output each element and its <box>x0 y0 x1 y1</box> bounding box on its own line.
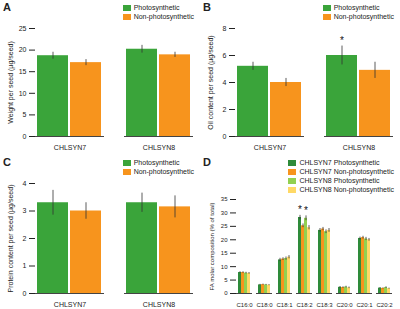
svg-text:Protein content per seed (µg/s: Protein content per seed (µg/seed) <box>7 185 15 293</box>
svg-text:C20:2: C20:2 <box>376 302 393 308</box>
svg-text:1: 1 <box>23 262 27 269</box>
svg-text:C18:3: C18:3 <box>316 302 333 308</box>
svg-text:35: 35 <box>221 196 228 202</box>
svg-text:0: 0 <box>23 290 27 297</box>
svg-text:2: 2 <box>223 106 227 113</box>
svg-text:C18:2: C18:2 <box>296 302 313 308</box>
svg-text:CHLSYN8: CHLSYN8 <box>343 144 375 151</box>
svg-text:30: 30 <box>221 210 228 216</box>
svg-text:10: 10 <box>221 264 228 270</box>
svg-text:20: 20 <box>19 46 27 53</box>
html-text:Photosynthetic: Photosynthetic <box>133 4 180 11</box>
html-text:B: B <box>203 1 211 13</box>
svg-text:Weight per seed (µg/seed): Weight per seed (µg/seed) <box>7 41 15 124</box>
html-text:D: D <box>203 156 211 168</box>
svg-text:*: * <box>340 35 344 46</box>
svg-text:6: 6 <box>223 52 227 59</box>
svg-text:C16:0: C16:0 <box>236 302 253 308</box>
svg-text:CHLSYN7: CHLSYN7 <box>54 144 86 151</box>
svg-text:C20:0: C20:0 <box>336 302 353 308</box>
svg-text:15: 15 <box>221 250 228 256</box>
html-text:Photosynthetic: Photosynthetic <box>133 159 180 166</box>
svg-text:25: 25 <box>19 25 27 32</box>
html-text:Non-photosynthetic: Non-photosynthetic <box>133 168 194 175</box>
html-text:C: C <box>3 156 11 168</box>
html-text:CHLSYN8 Photosynthetic: CHLSYN8 Photosynthetic <box>299 177 380 184</box>
svg-text:10: 10 <box>19 90 27 97</box>
html-text:Photosynthetic: Photosynthetic <box>333 4 380 11</box>
svg-text:CHLSYN7: CHLSYN7 <box>54 301 86 308</box>
svg-text:CHLSYN7: CHLSYN7 <box>254 144 286 151</box>
html-text:CHLSYN8 Non-photosynthetic: CHLSYN8 Non-photosynthetic <box>299 186 394 193</box>
svg-text:5: 5 <box>224 277 228 283</box>
svg-text:0: 0 <box>23 133 27 140</box>
svg-text:2: 2 <box>23 235 27 242</box>
svg-text:4: 4 <box>223 79 227 86</box>
svg-text:*: * <box>304 205 308 216</box>
svg-text:4: 4 <box>23 180 27 187</box>
html-text:Non-photosynthetic: Non-photosynthetic <box>333 13 394 20</box>
svg-text:CHLSYN8: CHLSYN8 <box>143 144 175 151</box>
svg-text:15: 15 <box>19 68 27 75</box>
svg-text:C18:1: C18:1 <box>276 302 293 308</box>
svg-text:3: 3 <box>23 207 27 214</box>
svg-text:Oil content per seed (µg/seed): Oil content per seed (µg/seed) <box>207 35 215 129</box>
svg-text:C18:0: C18:0 <box>256 302 273 308</box>
svg-text:20: 20 <box>221 237 228 243</box>
svg-text:*: * <box>298 204 302 215</box>
svg-text:CHLSYN8: CHLSYN8 <box>143 301 175 308</box>
svg-text:0: 0 <box>223 133 227 140</box>
svg-text:0: 0 <box>224 290 228 296</box>
svg-text:FA molar composition (% of tot: FA molar composition (% of total) <box>209 202 215 290</box>
svg-text:5: 5 <box>23 111 27 118</box>
html-text:Non-photosynthetic: Non-photosynthetic <box>133 13 194 20</box>
html-text:CHLSYN7 Non-photosynthetic: CHLSYN7 Non-photosynthetic <box>299 168 394 175</box>
svg-text:8: 8 <box>223 25 227 32</box>
html-text:A: A <box>3 1 11 13</box>
svg-text:C20:1: C20:1 <box>356 302 373 308</box>
svg-text:25: 25 <box>221 223 228 229</box>
html-text:CHLSYN7 Photosynthetic: CHLSYN7 Photosynthetic <box>299 159 380 166</box>
